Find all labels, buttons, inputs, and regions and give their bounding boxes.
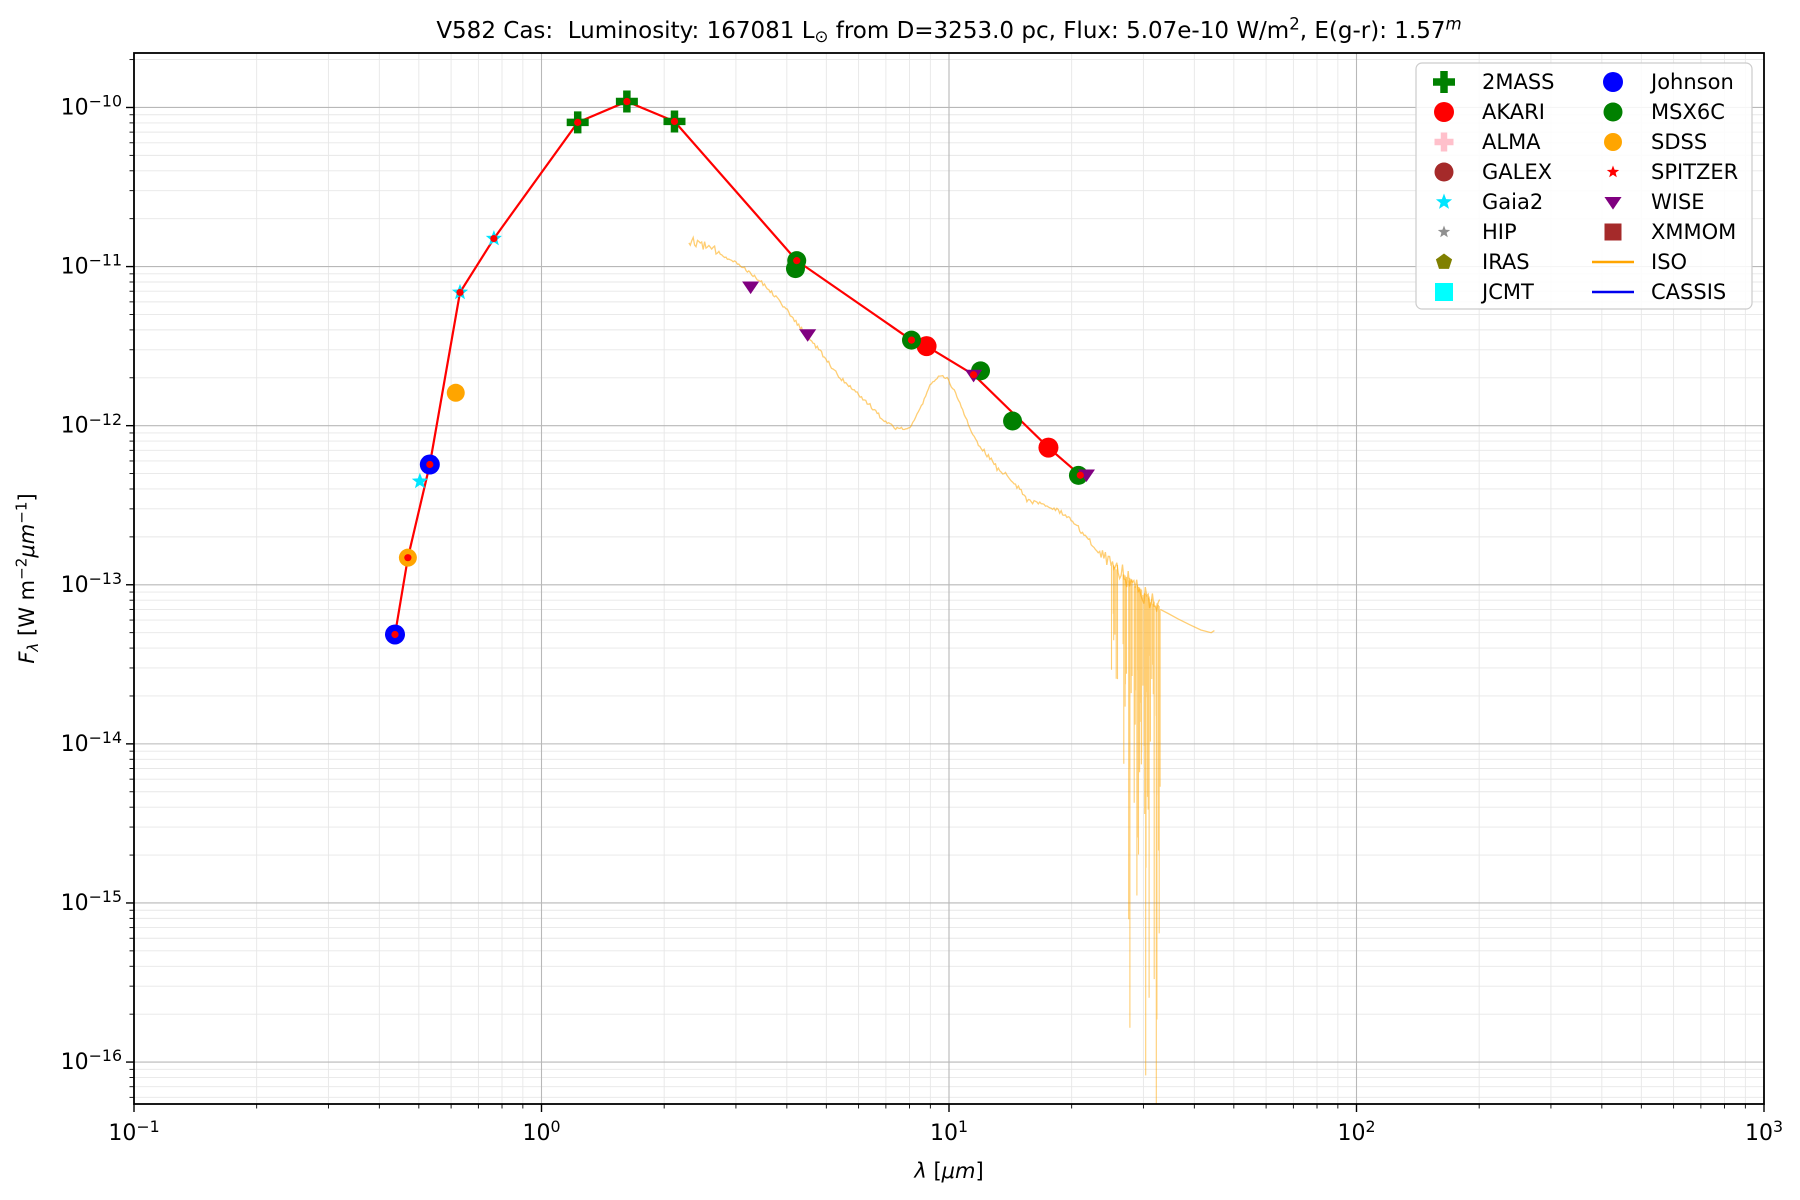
series-SDSS-markers — [398, 383, 465, 567]
sed-model-dot — [907, 336, 916, 344]
hip-legend-icon — [1437, 225, 1451, 238]
sed-model-dot — [490, 234, 498, 243]
legend-item-HIP: HIP — [1437, 220, 1517, 244]
sed-model-dot — [793, 257, 801, 265]
legend-label-AKARI: AKARI — [1482, 100, 1545, 124]
legend-item-JCMT: JCMT — [1435, 280, 1534, 304]
x-tick-label: 10−1 — [108, 1117, 159, 1146]
iso-spectrum — [688, 235, 1215, 1104]
legend-item-ALMA: ALMA — [1434, 130, 1541, 154]
sed-model-dot — [574, 118, 582, 126]
series-Johnson-markers — [384, 454, 440, 645]
legend-label-JCMT: JCMT — [1480, 280, 1534, 304]
y-tick-label: 10−16 — [61, 1046, 122, 1075]
legend-label-ISO: ISO — [1651, 250, 1687, 274]
legend-label-CASSIS: CASSIS — [1651, 280, 1726, 304]
legend-label-MSX6C: MSX6C — [1651, 100, 1725, 124]
legend-label-ALMA: ALMA — [1482, 130, 1541, 154]
legend-label-Gaia2: Gaia2 — [1482, 190, 1543, 214]
sed-model-dot — [1076, 471, 1084, 479]
wise-marker — [742, 281, 760, 295]
legend-item-GALEX: GALEX — [1434, 160, 1552, 184]
series-Gaia2-markers — [411, 230, 502, 489]
gaia2-marker — [411, 472, 428, 489]
legend-item-2MASS: 2MASS — [1433, 70, 1555, 94]
legend-label-XMMOM: XMMOM — [1651, 220, 1736, 244]
sed-model-dot — [391, 630, 399, 639]
sdss-legend-icon — [1604, 133, 1622, 151]
legend-label-2MASS: 2MASS — [1482, 70, 1555, 94]
jcmt-legend-icon — [1435, 283, 1453, 301]
x-axis-label: λ [μm] — [913, 1159, 983, 1183]
x-tick-label: 100 — [522, 1117, 560, 1146]
legend-item-SDSS: SDSS — [1604, 130, 1707, 154]
legend-item-AKARI: AKARI — [1434, 100, 1545, 124]
legend-item-WISE: WISE — [1604, 190, 1705, 214]
y-tick-label: 10−13 — [61, 569, 122, 598]
legend-item-XMMOM: XMMOM — [1604, 220, 1736, 244]
y-tick-label: 10−11 — [61, 251, 122, 280]
gaia2-legend-icon — [1435, 193, 1453, 209]
iso-spectrum-spikes — [1110, 564, 1161, 1104]
sed-model-dot — [1044, 444, 1053, 452]
y-tick-label: 10−12 — [61, 410, 122, 439]
x-tick-label: 103 — [1745, 1117, 1783, 1146]
2mass-legend-icon — [1433, 71, 1455, 93]
msx6c-legend-icon — [1603, 102, 1623, 122]
sdss-marker — [446, 383, 465, 402]
xmmom-legend-icon — [1604, 223, 1622, 241]
legend-box — [1415, 62, 1753, 310]
y-tick-label: 10−15 — [61, 887, 122, 916]
legend-label-SDSS: SDSS — [1651, 130, 1707, 154]
sed-model-dot — [969, 371, 978, 379]
sed-model-dot — [922, 342, 931, 350]
legend-item-ISO: ISO — [1592, 250, 1687, 274]
y-tick-label: 10−10 — [61, 92, 122, 121]
sed-model-vertex-dots — [391, 97, 1084, 639]
axis-ticks — [126, 59, 1765, 1112]
iso-spectrum-curve — [688, 235, 1161, 612]
legend-label-SPITZER: SPITZER — [1651, 160, 1738, 184]
plot-data-layer — [384, 90, 1215, 1104]
galex-legend-icon — [1434, 162, 1454, 182]
series-AKARI-markers — [916, 336, 1059, 458]
legend-item-Gaia2: Gaia2 — [1435, 190, 1543, 214]
sed-model-dot — [456, 288, 464, 297]
iras-legend-icon — [1435, 253, 1453, 269]
iso-spectrum-tail — [1160, 608, 1215, 634]
legend-label-GALEX: GALEX — [1482, 160, 1552, 184]
spitzer-legend-icon — [1606, 165, 1620, 178]
legend-label-WISE: WISE — [1651, 190, 1705, 214]
legend-label-Johnson: Johnson — [1649, 70, 1734, 94]
johnson-legend-icon — [1603, 72, 1623, 92]
akari-legend-icon — [1434, 102, 1454, 122]
sed-model-dot — [623, 97, 631, 106]
series-2MASS-markers — [566, 90, 686, 134]
y-axis-label: Fλ [W m−2μm−1] — [12, 493, 41, 663]
legend-item-SPITZER: SPITZER — [1606, 160, 1738, 184]
legend: 2MASS AKARI ALMA GALEX Gaia2 HIP IRAS JCMT Johns… — [1415, 62, 1753, 310]
legend-label-IRAS: IRAS — [1482, 250, 1530, 274]
y-tick-label: 10−14 — [61, 728, 122, 757]
x-tick-label: 102 — [1337, 1117, 1375, 1146]
axis-labels: 10−1 100 101 102 103 10−10 10−11 10−12 10−13 10−1… — [12, 15, 1783, 1183]
sed-model-dot — [426, 460, 434, 469]
x-tick-label: 101 — [930, 1117, 968, 1146]
legend-item-Johnson: Johnson — [1603, 70, 1734, 94]
legend-item-CASSIS: CASSIS — [1592, 280, 1726, 304]
msx6c-marker — [1003, 411, 1023, 431]
alma-legend-icon — [1434, 132, 1454, 152]
legend-item-IRAS: IRAS — [1435, 250, 1530, 274]
legend-label-HIP: HIP — [1482, 220, 1517, 244]
sed-model-dot — [404, 554, 412, 562]
wise-marker — [799, 329, 817, 342]
sed-model-dot — [670, 117, 679, 126]
plot-title: V582 Cas: Luminosity: 167081 L⊙ from D=3… — [436, 15, 1461, 46]
legend-item-MSX6C: MSX6C — [1603, 100, 1725, 124]
wise-legend-icon — [1604, 197, 1622, 210]
